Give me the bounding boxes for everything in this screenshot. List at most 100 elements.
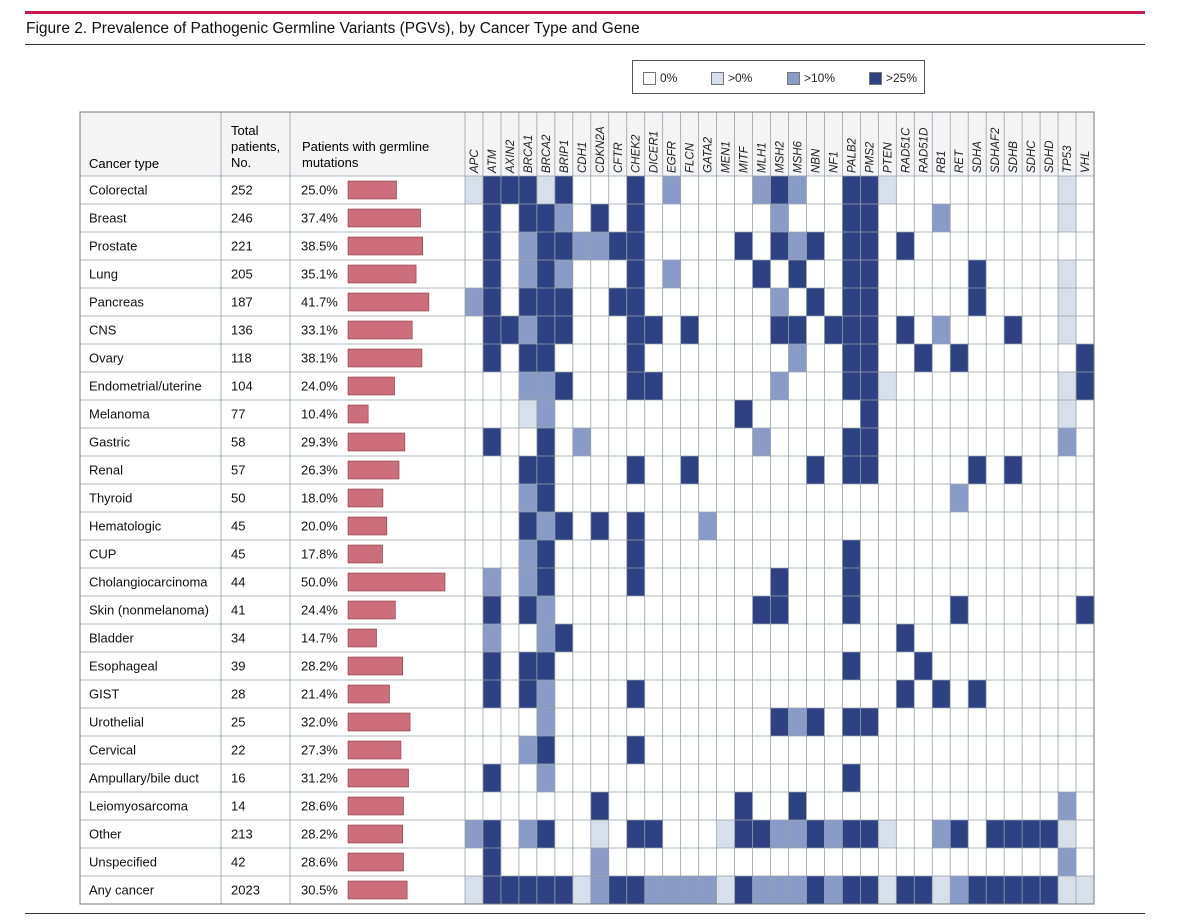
heatmap-cell (878, 820, 897, 848)
heatmap-cell (536, 232, 555, 260)
heatmap-cell (1004, 792, 1023, 820)
heatmap-cell (806, 344, 825, 372)
heatmap-cell (698, 848, 717, 876)
heatmap-cell (500, 260, 519, 288)
heatmap-cell (932, 792, 951, 820)
heatmap-cell (662, 260, 681, 288)
heatmap-cell (500, 176, 519, 204)
heatmap-cell (716, 316, 735, 344)
heatmap-cell (950, 596, 969, 624)
total-patients-value: 25 (231, 715, 245, 730)
germline-pct-value: 30.5% (301, 883, 338, 898)
heatmap-cell (932, 428, 951, 456)
percentage-bar (347, 264, 417, 284)
heatmap-cell (680, 428, 699, 456)
heatmap-cell (806, 512, 825, 540)
legend-item-1: >0% (711, 70, 752, 86)
heatmap-cell (1040, 680, 1059, 708)
heatmap-cell (1058, 512, 1077, 540)
germline-pct-value: 10.4% (301, 407, 338, 422)
percentage-bar (347, 460, 400, 480)
heatmap-cell (1004, 820, 1023, 848)
gene-label-rad51d: RAD51D (918, 128, 930, 173)
heatmap-cell (986, 176, 1005, 204)
heatmap-cell (572, 596, 591, 624)
heatmap-cell (932, 540, 951, 568)
heatmap-cell (1076, 484, 1094, 512)
heatmap-cell (608, 708, 627, 736)
heatmap-cell (536, 596, 555, 624)
heatmap-cell (590, 512, 609, 540)
heatmap-cell (896, 540, 915, 568)
heatmap-cell (662, 372, 681, 400)
heatmap-cell (1022, 232, 1041, 260)
heatmap-cell (626, 344, 645, 372)
heatmap-cell (986, 652, 1005, 680)
heatmap-cell (770, 288, 789, 316)
heatmap-cell (680, 512, 699, 540)
heatmap-cell (752, 400, 771, 428)
heatmap-cell (482, 568, 501, 596)
heatmap-cell (752, 232, 771, 260)
heatmap-cell (788, 540, 807, 568)
heatmap-cell (788, 568, 807, 596)
heatmap-cell (824, 484, 843, 512)
heatmap-cell (968, 820, 987, 848)
heatmap-cell (590, 820, 609, 848)
heatmap-cell (788, 232, 807, 260)
germline-pct-value: 20.0% (301, 519, 338, 534)
heatmap-cell (626, 876, 645, 904)
heatmap-cell (842, 848, 861, 876)
heatmap-cell (590, 652, 609, 680)
gene-label-atm: ATM (487, 149, 499, 174)
heatmap-cell (716, 344, 735, 372)
heatmap-cell (896, 764, 915, 792)
gene-label-cftr: CFTR (613, 142, 625, 173)
percentage-bar (347, 432, 406, 452)
heatmap-cell (554, 204, 573, 232)
heatmap-cell (968, 428, 987, 456)
heatmap-cell (1076, 708, 1094, 736)
heatmap-cell (482, 792, 501, 820)
total-patients-value: 50 (231, 491, 245, 506)
heatmap-cell (716, 512, 735, 540)
heatmap-cell (698, 792, 717, 820)
heatmap-cell (1058, 288, 1077, 316)
heatmap-cell (932, 596, 951, 624)
heatmap-cell (465, 680, 483, 708)
heatmap-cell (896, 344, 915, 372)
heatmap-cell (698, 232, 717, 260)
heatmap-cell (986, 372, 1005, 400)
heatmap-cell (986, 568, 1005, 596)
header-germline-line1: Patients with germline (302, 139, 429, 154)
heatmap-cell (680, 316, 699, 344)
heatmap-cell (500, 316, 519, 344)
germline-pct-value: 26.3% (301, 463, 338, 478)
heatmap-cell (716, 764, 735, 792)
heatmap-cell (1022, 512, 1041, 540)
heatmap-cell (788, 652, 807, 680)
heatmap-cell (500, 820, 519, 848)
title-rule (25, 44, 1145, 45)
heatmap-cell (482, 372, 501, 400)
germline-pct-value: 18.0% (301, 491, 338, 506)
gene-label-men1: MEN1 (721, 141, 733, 173)
heatmap-cell (878, 736, 897, 764)
heatmap-cell (465, 876, 483, 904)
cancer-type-label: Other (89, 827, 122, 842)
heatmap-cell (554, 652, 573, 680)
heatmap-cell (698, 288, 717, 316)
heatmap-cell (465, 456, 483, 484)
heatmap-cell (734, 288, 753, 316)
heatmap-cell (1040, 260, 1059, 288)
heatmap-cell (968, 372, 987, 400)
percentage-bar (347, 236, 423, 256)
heatmap-cell (680, 288, 699, 316)
total-patients-value: 2023 (231, 883, 260, 898)
heatmap-cell (914, 400, 933, 428)
heatmap-cell (590, 428, 609, 456)
heatmap-cell (1022, 484, 1041, 512)
heatmap-cell (932, 652, 951, 680)
heatmap-cell (1004, 680, 1023, 708)
